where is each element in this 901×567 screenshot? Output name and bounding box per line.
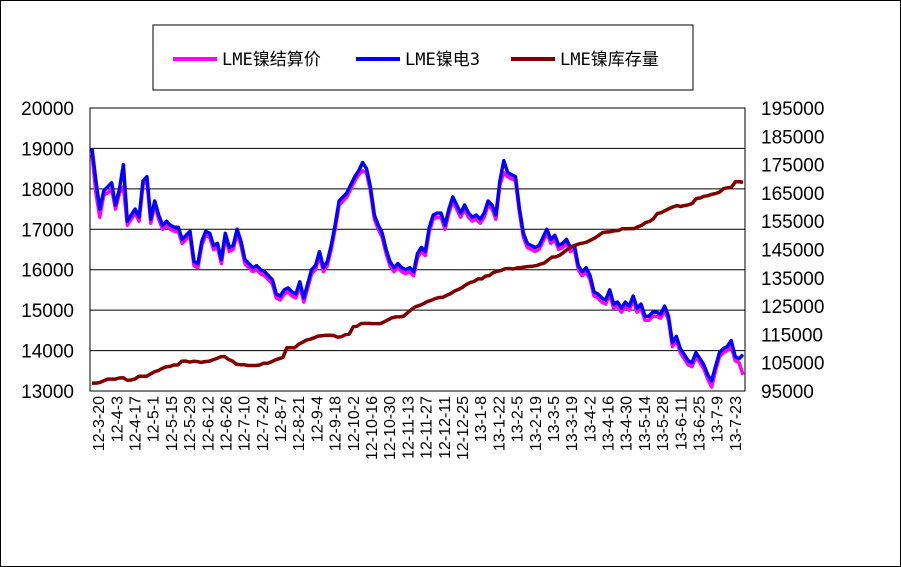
legend-label-3month: LME镍电3 — [405, 50, 480, 70]
x-tick-label: 12-8-7 — [273, 396, 290, 442]
x-tick-label: 13-5-14 — [637, 396, 654, 451]
x-tick-label: 12-5-15 — [164, 396, 181, 451]
series-line-1 — [90, 148, 745, 383]
x-tick-label: 12-5-29 — [182, 396, 199, 451]
x-tick-label: 13-4-16 — [601, 396, 618, 451]
y-left-tick-label: 20000 — [21, 99, 74, 120]
y-left-tick-label: 15000 — [21, 301, 74, 322]
x-tick-label: 12-6-26 — [218, 396, 235, 451]
legend-label-settlement: LME镍结算价 — [222, 50, 321, 70]
y-right-tick-label: 145000 — [761, 241, 824, 262]
y-left-tick-label: 16000 — [21, 261, 74, 282]
x-tick-label: 12-9-4 — [309, 396, 326, 442]
x-tick-label: 12-4-17 — [127, 396, 144, 451]
x-tick-label: 13-3-19 — [564, 396, 581, 451]
x-tick-label: 12-12-25 — [455, 396, 472, 460]
plot-area — [90, 108, 745, 391]
x-tick-label: 12-12-11 — [437, 396, 454, 459]
y-right-tick-label: 185000 — [761, 127, 824, 148]
y-left-tick-label: 18000 — [21, 180, 74, 201]
y-right-tick-label: 135000 — [761, 269, 824, 290]
x-tick-label: 12-8-21 — [291, 396, 308, 451]
x-tick-label: 13-6-11 — [673, 396, 690, 450]
x-tick-label: 13-4-2 — [582, 396, 599, 442]
x-tick-label: 12-9-18 — [328, 396, 345, 451]
x-tick-label: 13-3-5 — [546, 396, 563, 442]
y-left-tick-label: 19000 — [21, 139, 74, 160]
x-tick-label: 13-7-9 — [710, 396, 727, 442]
left-axis-ticks: 13000 14000 15000 16000 17000 18000 19000 20000 — [21, 99, 74, 403]
x-tick-label: 12-4-3 — [109, 396, 126, 442]
x-tick-label: 12-5-1 — [146, 396, 163, 442]
y-right-tick-label: 115000 — [761, 325, 823, 346]
y-right-tick-label: 165000 — [761, 184, 824, 205]
right-axis-ticks: 95000 105000 115000 125000 135000 145000 15500… — [761, 99, 824, 403]
y-right-tick-label: 125000 — [761, 297, 824, 318]
x-tick-label: 13-7-23 — [728, 396, 745, 451]
x-tick-label: 13-5-28 — [655, 396, 672, 451]
y-left-tick-label: 14000 — [21, 342, 74, 363]
y-right-tick-label: 105000 — [761, 354, 824, 375]
x-tick-label: 12-11-13 — [400, 396, 417, 459]
y-right-tick-label: 95000 — [761, 382, 814, 403]
x-tick-label: 13-4-30 — [619, 396, 636, 451]
x-tick-label: 13-2-19 — [528, 396, 545, 451]
y-left-tick-label: 17000 — [21, 220, 74, 241]
x-tick-label: 12-7-24 — [255, 396, 272, 451]
series-line-2 — [92, 179, 744, 385]
legend: LME镍结算价 LME镍电3 LME镍库存量 — [152, 24, 694, 91]
x-tick-label: 12-7-10 — [237, 396, 254, 451]
y-left-tick-label: 13000 — [21, 382, 74, 403]
x-tick-label: 12-10-16 — [364, 396, 381, 460]
x-tick-label: 13-6-25 — [692, 396, 709, 451]
x-tick-label: 12-3-20 — [91, 396, 108, 451]
y-right-tick-label: 175000 — [761, 156, 824, 177]
x-axis-ticks: 12-3-20 12-4-3 12-4-17 12-5-1 12-5-15 12-5-29… — [91, 396, 745, 460]
y-right-tick-label: 155000 — [761, 212, 824, 233]
x-tick-label: 12-10-30 — [382, 396, 399, 460]
x-tick-label: 12-10-2 — [346, 396, 363, 451]
x-tick-label: 13-1-22 — [491, 396, 508, 451]
legend-label-stocks: LME镍库存量 — [560, 50, 659, 70]
legend-box — [152, 24, 694, 91]
y-right-tick-label: 195000 — [761, 99, 824, 120]
series-group — [90, 148, 745, 389]
x-tick-label: 13-1-8 — [473, 396, 490, 442]
plot-border — [89, 107, 746, 392]
x-tick-label: 12-11-27 — [419, 396, 436, 459]
x-tick-label: 13-2-5 — [510, 396, 527, 442]
x-tick-label: 12-6-12 — [200, 396, 217, 451]
